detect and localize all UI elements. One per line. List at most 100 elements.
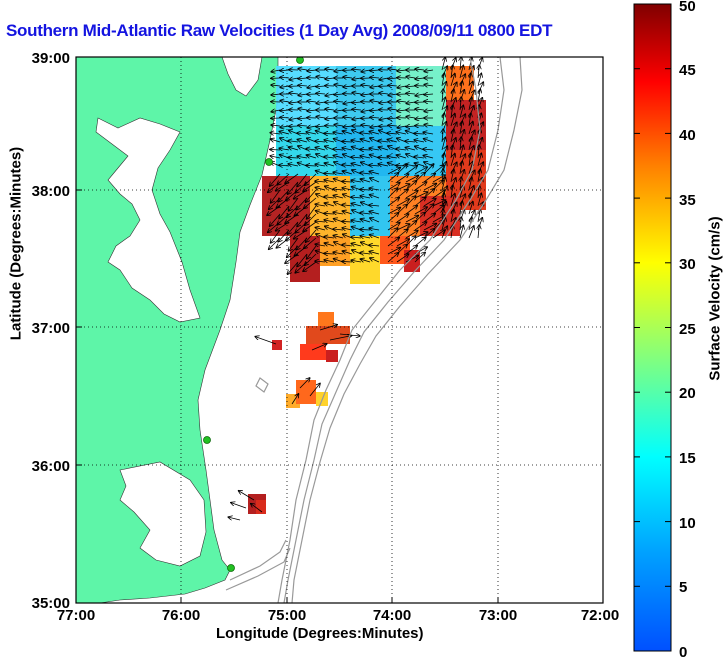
velocity-arrow bbox=[432, 205, 444, 215]
velocity-arrow bbox=[424, 101, 434, 102]
velocity-arrow bbox=[441, 137, 445, 151]
velocity-arrow bbox=[325, 69, 335, 70]
velocity-arrow bbox=[294, 245, 308, 256]
velocity-arrow bbox=[267, 205, 281, 215]
station-marker[interactable] bbox=[227, 564, 235, 572]
velocity-arrow bbox=[280, 117, 290, 118]
velocity-arrow bbox=[414, 207, 427, 215]
velocity-arrow bbox=[396, 214, 409, 223]
velocity-arrow bbox=[397, 101, 407, 102]
velocity-arrow bbox=[280, 86, 290, 87]
velocity-arrow bbox=[441, 177, 445, 191]
velocity-arrow bbox=[450, 74, 455, 87]
velocity-arrow bbox=[405, 206, 417, 215]
velocity-arrow bbox=[325, 78, 335, 79]
velocity-arrow bbox=[361, 110, 371, 112]
velocity-arrow bbox=[387, 248, 400, 255]
velocity-arrow bbox=[369, 228, 380, 230]
velocity-arrow bbox=[396, 184, 410, 191]
velocity-arrow bbox=[296, 197, 308, 210]
velocity-arrow bbox=[424, 70, 434, 71]
velocity-arrow bbox=[288, 181, 299, 194]
velocity-arrow bbox=[451, 65, 453, 79]
velocity-arrow bbox=[450, 129, 454, 143]
velocity-arrow bbox=[298, 85, 308, 86]
velocity-arrow bbox=[468, 122, 473, 135]
velocity-arrow bbox=[414, 197, 426, 207]
velocity-arrow bbox=[478, 89, 480, 103]
velocity-arrow bbox=[424, 85, 434, 86]
velocity-arrow bbox=[396, 174, 409, 183]
velocity-arrow bbox=[271, 189, 281, 203]
velocity-arrow bbox=[325, 118, 335, 119]
velocity-arrow bbox=[432, 190, 445, 199]
chesapeake-bay bbox=[95, 117, 201, 323]
velocity-arrow bbox=[379, 78, 389, 80]
station-marker[interactable] bbox=[265, 158, 273, 166]
velocity-arrow bbox=[388, 78, 398, 79]
velocity-arrow bbox=[334, 101, 344, 102]
velocity-arrow bbox=[295, 261, 308, 273]
velocity-arrow bbox=[406, 102, 416, 103]
velocity-arrow bbox=[307, 70, 317, 71]
velocity-arrow bbox=[387, 228, 398, 239]
velocity-arrow bbox=[397, 86, 407, 88]
y-tick-label: 35:00 bbox=[32, 595, 70, 612]
velocity-arrow bbox=[361, 70, 371, 72]
velocity-arrow bbox=[271, 110, 281, 112]
velocity-arrow bbox=[303, 261, 317, 271]
velocity-arrow bbox=[271, 85, 281, 86]
velocity-arrow bbox=[414, 252, 425, 263]
velocity-arrow bbox=[397, 70, 407, 71]
velocity-arrow bbox=[298, 125, 308, 126]
delaware-bay bbox=[221, 57, 263, 97]
velocity-arrow bbox=[361, 94, 371, 95]
velocity-arrow bbox=[276, 221, 290, 231]
velocity-arrow bbox=[370, 235, 380, 239]
velocity-arrow bbox=[414, 192, 428, 199]
velocity-arrow bbox=[352, 109, 362, 110]
velocity-arrow bbox=[468, 202, 473, 215]
velocity-arrow bbox=[379, 118, 389, 120]
velocity-arrow bbox=[396, 254, 409, 263]
velocity-arrow bbox=[305, 173, 317, 185]
velocity-arrow bbox=[468, 177, 472, 191]
velocity-arrow bbox=[289, 102, 299, 103]
velocity-arrow bbox=[316, 77, 326, 78]
station-marker[interactable] bbox=[203, 436, 211, 444]
x-tick-label: 74:00 bbox=[373, 607, 411, 624]
velocity-arrow bbox=[289, 78, 299, 80]
axis-ticks bbox=[76, 189, 499, 603]
x-tick-label: 73:00 bbox=[479, 607, 517, 624]
velocity-arrow bbox=[343, 86, 353, 87]
velocity-arrow bbox=[424, 94, 434, 95]
velocity-arrow bbox=[329, 336, 352, 341]
velocity-arrow bbox=[477, 113, 481, 127]
velocity-arrow bbox=[468, 162, 473, 175]
velocity-arrow bbox=[406, 126, 416, 127]
velocity-arrow bbox=[343, 77, 353, 78]
station-marker[interactable] bbox=[296, 57, 304, 64]
velocity-arrow bbox=[289, 118, 299, 120]
velocity-arrow bbox=[387, 208, 400, 215]
velocity-arrow bbox=[388, 94, 398, 95]
velocity-arrow bbox=[278, 189, 290, 202]
velocity-arrow bbox=[303, 221, 317, 231]
velocity-arrow bbox=[280, 101, 290, 102]
velocity-arrow bbox=[459, 225, 463, 239]
velocity-arrow bbox=[405, 166, 417, 175]
velocity-arrow bbox=[369, 211, 380, 214]
velocity-arrow bbox=[303, 181, 317, 191]
velocity-arrow bbox=[279, 205, 290, 219]
velocity-arrow bbox=[276, 237, 290, 248]
velocity-arrow bbox=[294, 205, 308, 216]
x-tick-label: 76:00 bbox=[162, 607, 200, 624]
velocity-arrow bbox=[414, 232, 428, 239]
velocity-arrow bbox=[414, 237, 426, 247]
velocity-arrow bbox=[450, 154, 455, 167]
velocity-arrow bbox=[369, 171, 380, 174]
velocity-arrow bbox=[296, 237, 308, 250]
velocity-arrow bbox=[370, 178, 380, 183]
velocity-arrow bbox=[450, 114, 455, 127]
